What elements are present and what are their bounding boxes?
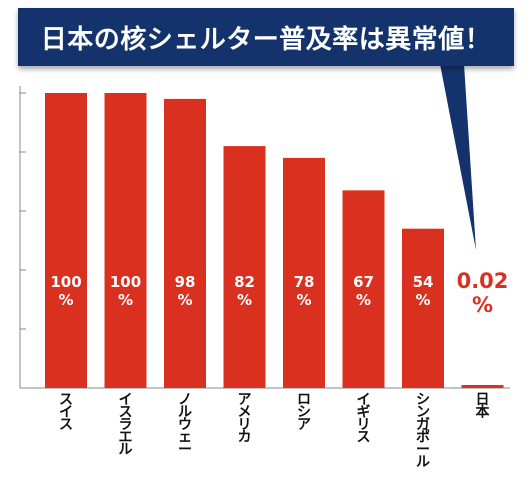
bar-6: [342, 190, 385, 388]
x-tick-label: スイス: [59, 392, 73, 433]
bar-7: [402, 228, 444, 388]
bar-value-unit: %: [296, 291, 311, 309]
bar-value-unit: %: [356, 291, 371, 309]
x-tick-label: ノルウェー: [178, 392, 192, 458]
bar-value-unit: %: [118, 291, 133, 309]
bar-value-label: 78: [294, 273, 315, 291]
bar-value-unit: %: [415, 291, 430, 309]
bar-value-label: 67: [353, 273, 374, 291]
x-tick-label: 日本: [476, 392, 491, 421]
bar-value-label: 100: [50, 273, 81, 291]
bar-value-label: 54: [413, 273, 434, 291]
x-tick-label: ロシア: [297, 392, 311, 433]
bar-value-unit: %: [177, 291, 192, 309]
bar-5: [283, 157, 325, 388]
bar-2: [104, 93, 147, 388]
x-tick-label: シンガポール: [416, 392, 430, 471]
bar-1: [45, 93, 87, 388]
x-tick-label: イスラエル: [119, 392, 133, 458]
bar-value-unit: %: [472, 293, 493, 317]
bar-value-unit: %: [237, 291, 252, 309]
x-tick-label: アメリカ: [238, 392, 252, 446]
bar-8: [461, 385, 504, 388]
bar-value-label: 100: [110, 273, 141, 291]
bar-4: [223, 146, 266, 388]
bar-3: [164, 98, 206, 389]
x-tick-label: イギリス: [357, 392, 371, 446]
bar-value-label: 98: [175, 273, 196, 291]
title-banner: 日本の核シェルター普及率は異常値！: [18, 8, 514, 66]
callout-pointer: [440, 64, 476, 250]
chart-title: 日本の核シェルター普及率は異常値！: [40, 24, 492, 55]
bar-value-label: 0.02: [457, 269, 509, 293]
bar-value-unit: %: [58, 291, 73, 309]
bar-value-label: 82: [234, 273, 255, 291]
